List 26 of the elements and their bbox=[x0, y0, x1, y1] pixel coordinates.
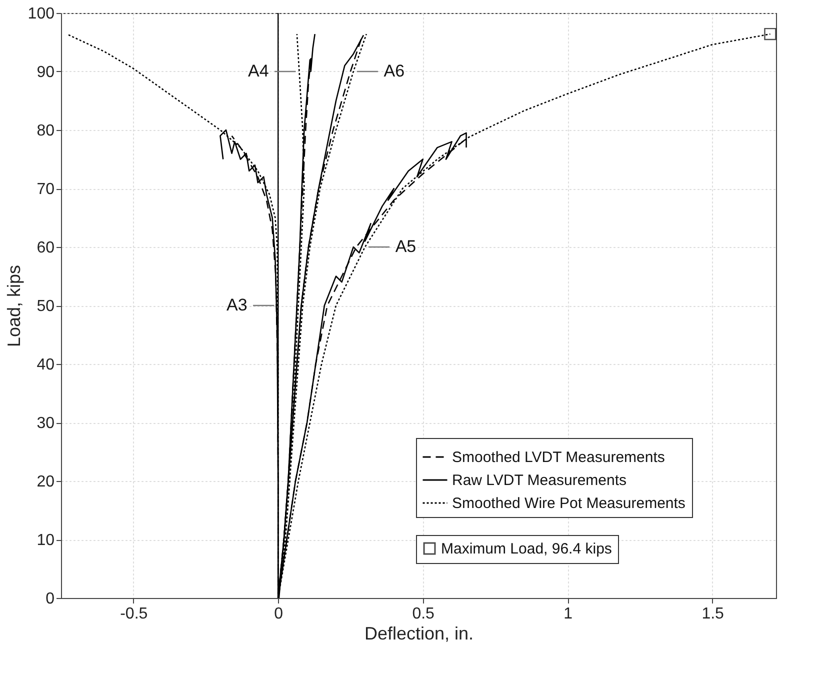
annotation: A6 bbox=[384, 62, 405, 80]
x-tick-label: 0.5 bbox=[412, 606, 435, 622]
x-axis-title: Deflection, in. bbox=[364, 624, 474, 644]
y-tick-label: 90 bbox=[36, 64, 55, 81]
y-tick-label: 10 bbox=[36, 532, 55, 549]
legend-label: Raw LVDT Measurements bbox=[452, 472, 627, 489]
annotation: A5 bbox=[395, 237, 416, 256]
y-tick-label: 100 bbox=[28, 6, 55, 22]
y-tick-label: 40 bbox=[36, 356, 55, 374]
x-tick-label: 1.5 bbox=[702, 606, 724, 622]
y-tick-label: 0 bbox=[46, 590, 55, 608]
x-tick-label: -0.5 bbox=[120, 606, 148, 622]
x-tick-label: 1 bbox=[564, 606, 573, 622]
y-tick-label: 60 bbox=[36, 240, 55, 256]
y-tick-label: 30 bbox=[36, 415, 55, 432]
annotation: A4 bbox=[248, 62, 269, 80]
y-axis-title: Load, kips bbox=[4, 264, 24, 348]
y-tick-label: 70 bbox=[36, 181, 55, 198]
y-tick-label: 20 bbox=[36, 474, 55, 490]
legend-label: Maximum Load, 96.4 kips bbox=[441, 540, 612, 558]
x-tick-label: 0 bbox=[274, 606, 284, 622]
legend-label: Smoothed Wire Pot Measurements bbox=[452, 495, 686, 512]
legend-label: Smoothed LVDT Measurements bbox=[452, 449, 665, 466]
y-tick-label: 80 bbox=[36, 122, 55, 140]
y-tick-label: 50 bbox=[36, 298, 55, 315]
annotation: A3 bbox=[226, 296, 248, 314]
